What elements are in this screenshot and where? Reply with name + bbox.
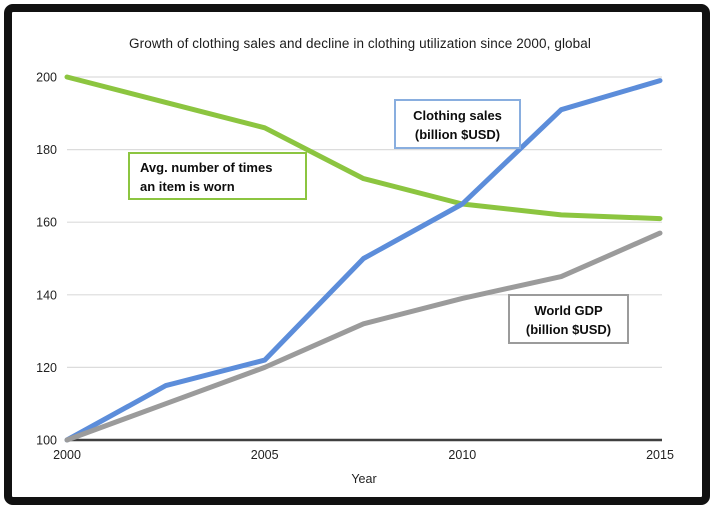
x-tick-label-2015: 2015 [646, 448, 674, 462]
x-tick-label-2010: 2010 [448, 448, 476, 462]
legend-world-gdp: World GDP (billion $USD) [508, 294, 629, 344]
x-tick-label-2005: 2005 [251, 448, 279, 462]
legend-avg-worn: Avg. number of times an item is worn [128, 152, 307, 200]
legend-clothing-sales-line2: (billion $USD) [414, 127, 501, 142]
x-tick-label-2000: 2000 [53, 448, 81, 462]
legend-world-gdp-line2: (billion $USD) [525, 322, 612, 337]
legend-clothing-sales: Clothing sales (billion $USD) [394, 99, 521, 149]
y-tick-label-180: 180 [36, 143, 57, 157]
x-axis-label: Year [351, 472, 377, 486]
legend-world-gdp-line1: World GDP [534, 303, 603, 318]
legend-avg-worn-line1: Avg. number of times [140, 160, 273, 175]
series-line-avg-worn [64, 74, 663, 222]
series-line-world-gdp [64, 230, 663, 443]
y-tick-label-140: 140 [36, 288, 57, 302]
y-tick-label-120: 120 [36, 361, 57, 375]
legend-clothing-sales-line1: Clothing sales [413, 108, 502, 123]
y-tick-label-100: 100 [36, 434, 57, 448]
series-line-clothing-sales [64, 78, 663, 443]
y-tick-label-200: 200 [36, 71, 57, 85]
y-tick-label-160: 160 [36, 216, 57, 230]
chart-title: Growth of clothing sales and decline in … [129, 36, 591, 51]
legend-avg-worn-line2: an item is worn [140, 179, 235, 194]
